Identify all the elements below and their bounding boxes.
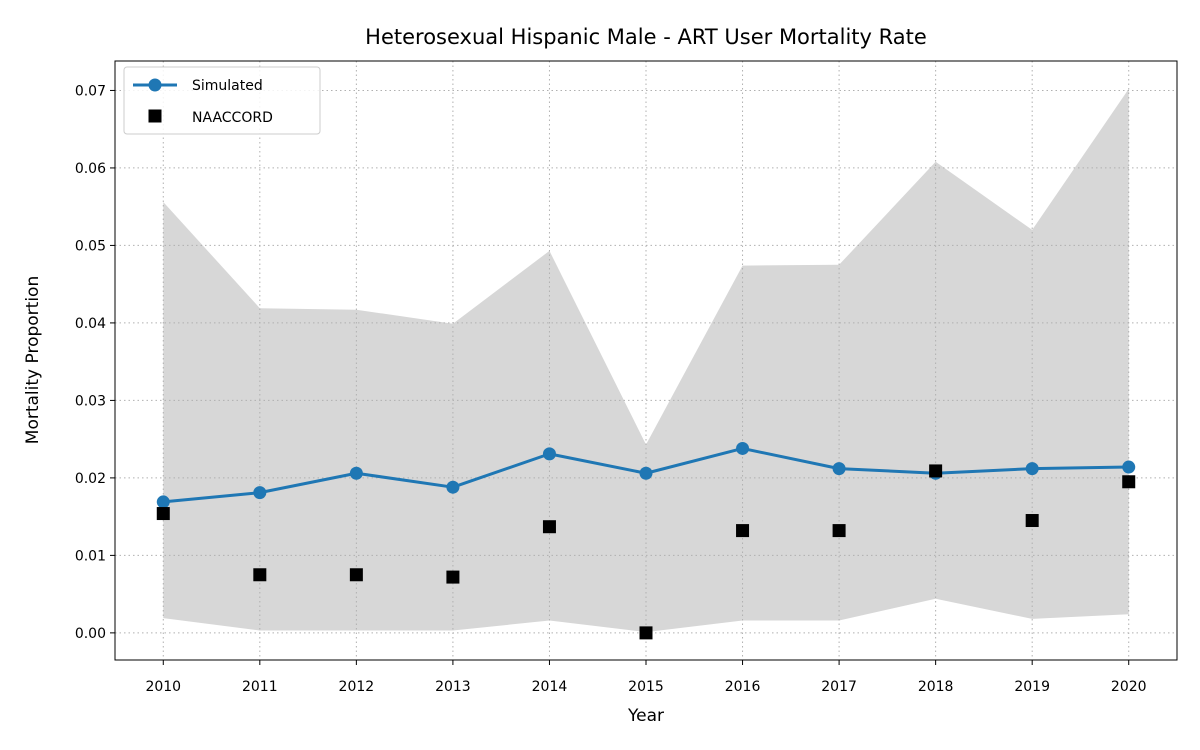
- simulated-point: [832, 462, 846, 476]
- legend-simulated-marker: [148, 78, 162, 92]
- x-tick-label: 2020: [1111, 679, 1147, 695]
- y-tick-label: 0.03: [75, 393, 106, 409]
- simulated-point: [156, 495, 170, 509]
- legend-naaccord-label: NAACCORD: [192, 110, 273, 126]
- simulated-point: [446, 480, 460, 494]
- naaccord-point: [542, 520, 556, 534]
- naaccord-point: [639, 626, 653, 640]
- x-axis-label: Year: [627, 706, 664, 726]
- simulated-point: [253, 486, 267, 500]
- y-tick-label: 0.01: [75, 548, 106, 564]
- x-tick-label: 2012: [339, 679, 375, 695]
- simulated-point: [1025, 462, 1039, 476]
- simulated-point: [639, 466, 653, 480]
- x-tick-label: 2015: [628, 679, 664, 695]
- naaccord-point: [1122, 475, 1136, 489]
- y-tick-label: 0.05: [75, 238, 106, 254]
- x-tick-label: 2016: [725, 679, 761, 695]
- naaccord-point: [253, 568, 267, 582]
- x-tick-label: 2014: [532, 679, 568, 695]
- naaccord-point: [929, 464, 943, 478]
- simulated-point: [736, 441, 750, 455]
- y-tick-label: 0.00: [75, 626, 106, 642]
- naaccord-point: [832, 524, 846, 538]
- naaccord-point: [349, 568, 363, 582]
- simulated-point: [542, 447, 556, 461]
- x-tick-label: 2017: [821, 679, 857, 695]
- y-tick-label: 0.07: [75, 83, 106, 99]
- naaccord-point: [156, 507, 170, 521]
- legend-naaccord-marker: [148, 109, 162, 123]
- uncertainty-band: [163, 88, 1129, 633]
- x-tick-label: 2011: [242, 679, 278, 695]
- x-tick-label: 2010: [145, 679, 181, 695]
- simulated-point: [349, 466, 363, 480]
- legend: Simulated NAACCORD: [123, 66, 321, 135]
- naaccord-point: [446, 570, 460, 584]
- naaccord-point: [1025, 514, 1039, 528]
- x-tick-label: 2018: [918, 679, 954, 695]
- y-tick-label: 0.06: [75, 161, 106, 177]
- x-tick-label: 2019: [1014, 679, 1050, 695]
- y-tick-label: 0.04: [75, 316, 106, 332]
- simulated-point: [1122, 460, 1136, 474]
- naaccord-point: [736, 524, 750, 538]
- legend-simulated-label: Simulated: [192, 78, 263, 94]
- chart-title: Heterosexual Hispanic Male - ART User Mo…: [365, 25, 927, 49]
- y-axis-label: Mortality Proportion: [23, 276, 43, 444]
- x-tick-label: 2013: [435, 679, 471, 695]
- y-tick-label: 0.02: [75, 471, 106, 487]
